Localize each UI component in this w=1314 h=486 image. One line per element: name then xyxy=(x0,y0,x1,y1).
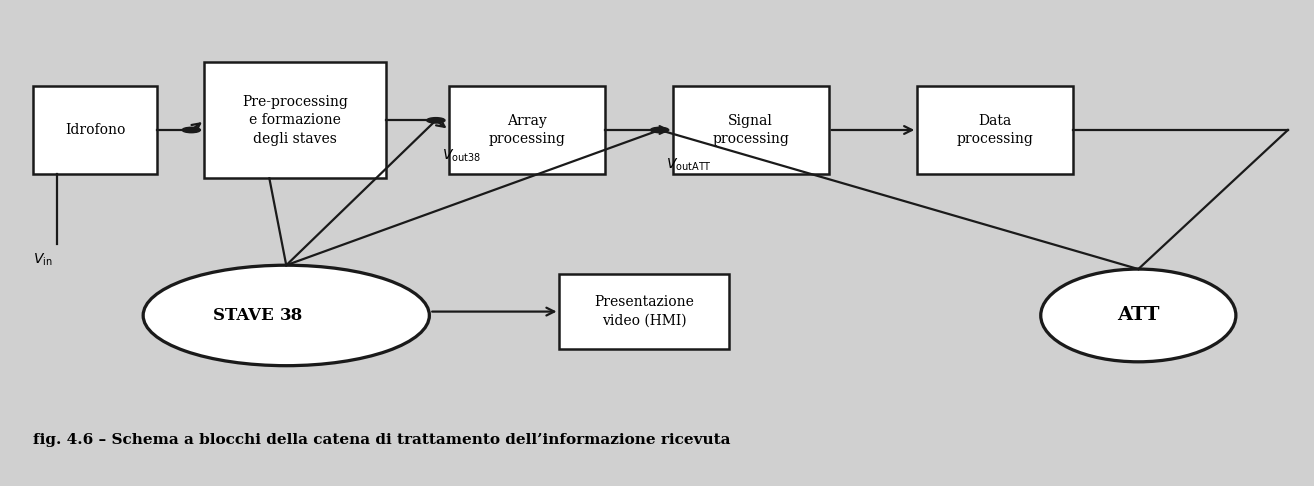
Text: 38: 38 xyxy=(280,307,304,324)
Text: Signal
processing: Signal processing xyxy=(712,114,790,146)
Text: Idrofono: Idrofono xyxy=(64,123,125,137)
Ellipse shape xyxy=(143,265,430,365)
Text: $V_{\rm out38}$: $V_{\rm out38}$ xyxy=(443,147,481,164)
Ellipse shape xyxy=(1041,269,1236,362)
Bar xyxy=(33,86,156,174)
Text: fig. 4.6 – Schema a blocchi della catena di trattamento dell’informazione ricevu: fig. 4.6 – Schema a blocchi della catena… xyxy=(33,433,731,447)
Bar xyxy=(204,62,386,178)
Text: STAVE: STAVE xyxy=(213,307,280,324)
Text: $V_{\rm in}$: $V_{\rm in}$ xyxy=(33,251,53,268)
Circle shape xyxy=(427,118,445,123)
Circle shape xyxy=(650,127,669,133)
Text: Array
processing: Array processing xyxy=(489,114,565,146)
Bar xyxy=(917,86,1074,174)
Circle shape xyxy=(183,127,201,133)
Text: ATT: ATT xyxy=(1117,307,1159,325)
Bar xyxy=(449,86,604,174)
Text: $V_{\rm outATT}$: $V_{\rm outATT}$ xyxy=(666,157,712,174)
Text: Presentazione
video (HMI): Presentazione video (HMI) xyxy=(594,295,694,328)
Bar xyxy=(560,274,728,349)
Bar xyxy=(673,86,829,174)
Text: Pre-processing
e formazione
degli staves: Pre-processing e formazione degli staves xyxy=(242,95,348,146)
Text: Data
processing: Data processing xyxy=(957,114,1034,146)
